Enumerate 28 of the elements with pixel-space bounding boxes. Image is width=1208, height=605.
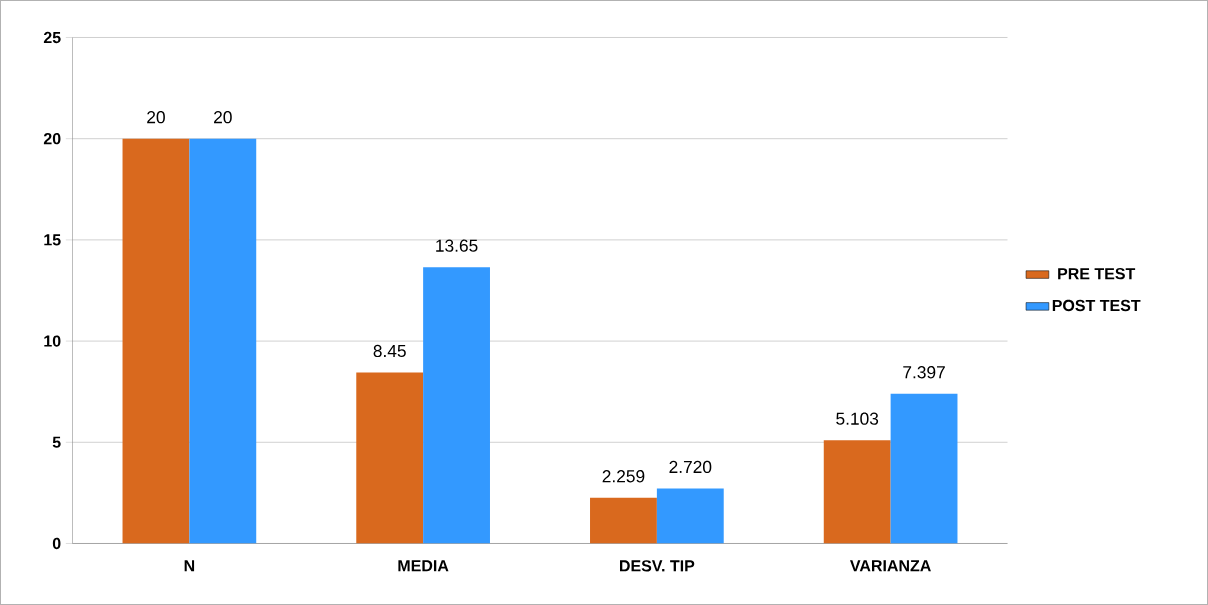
data-label: 7.397 xyxy=(903,366,945,379)
data-label: 20 xyxy=(147,111,165,124)
bar xyxy=(356,372,424,544)
data-label: 5.103 xyxy=(836,412,879,425)
y-tick-label: 20 xyxy=(43,133,61,145)
x-tick-label: N xyxy=(184,560,195,572)
data-label: 2.259 xyxy=(602,470,645,483)
x-tick-label: MEDIA xyxy=(398,560,449,572)
bar xyxy=(823,440,891,544)
bar xyxy=(423,267,490,544)
y-tick-label: 25 xyxy=(43,31,61,44)
bar xyxy=(122,138,190,544)
bar xyxy=(590,497,657,544)
y-tick-label: 10 xyxy=(44,335,61,347)
x-tick-label: DESV. TIP xyxy=(620,560,695,572)
y-tick-label: 15 xyxy=(44,234,61,246)
y-tick-label: 0 xyxy=(52,537,61,550)
data-label: 20 xyxy=(214,111,232,124)
legend-label: PRE TEST xyxy=(1058,267,1136,280)
data-label: 8.45 xyxy=(373,344,406,358)
y-tick-label: 5 xyxy=(52,436,61,448)
bar xyxy=(189,138,257,544)
bar xyxy=(656,488,724,544)
data-label: 2.720 xyxy=(669,460,712,474)
data-label: 13.65 xyxy=(436,239,478,252)
x-tick-label: VARIANZA xyxy=(849,560,931,572)
bar xyxy=(890,393,958,544)
legend-label: POST TEST xyxy=(1052,299,1141,312)
